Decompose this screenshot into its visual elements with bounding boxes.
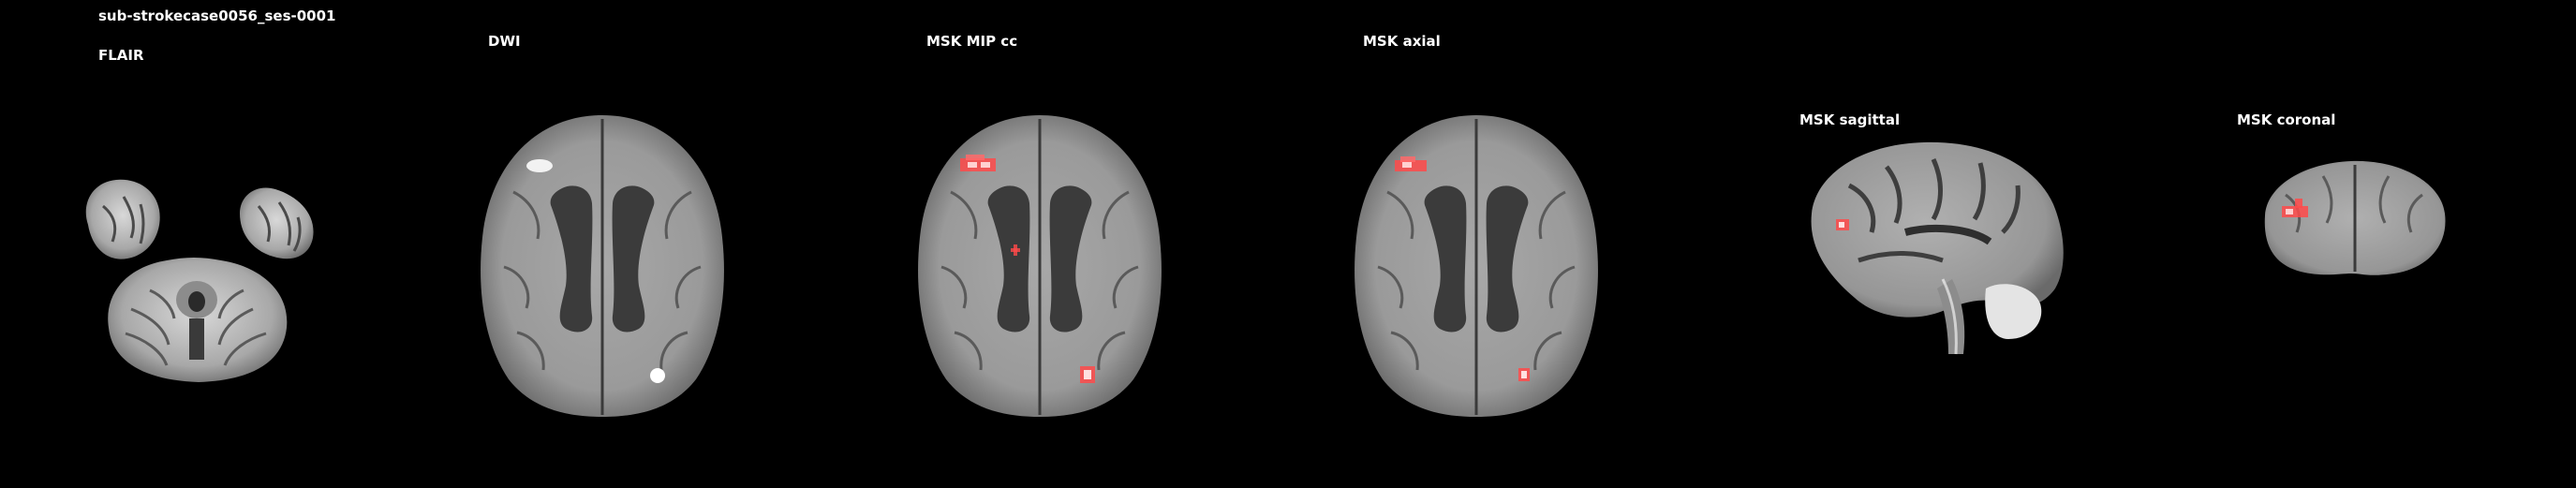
mask-axial-lesion-occipital [1518, 368, 1530, 381]
dwi-hyperintensity-occipital [650, 368, 665, 383]
panel-label-msk-axial: MSK axial [1363, 33, 1441, 50]
mask-sagittal-lesion [1836, 219, 1849, 230]
panel-label-flair: FLAIR [98, 47, 144, 64]
msk-sagittal-image [1811, 141, 2064, 355]
mask-lesion-frontal [960, 155, 996, 171]
dwi-left-ventricle [550, 185, 593, 333]
flair-left-temporal-lobe [85, 179, 160, 259]
panel-label-dwi: DWI [488, 33, 521, 50]
msk-mip-cc-image [918, 115, 1162, 417]
panel-label-msk-sagittal: MSK sagittal [1799, 111, 1901, 128]
dwi-image [481, 115, 724, 417]
mask-lesion-occipital [1080, 366, 1095, 383]
sagittal-cerebellum [1985, 284, 2042, 339]
panel-label-msk-mip-cc: MSK MIP cc [926, 33, 1018, 50]
msk-axial-image [1355, 115, 1598, 417]
mask-lesion-deep [1011, 244, 1020, 256]
msk-coronal-image [2264, 160, 2446, 275]
flair-right-temporal-lobe [240, 187, 314, 259]
dwi-hyperintensity-frontal [526, 159, 553, 172]
dwi-right-ventricle [612, 185, 655, 333]
subject-title: sub-strokecase0056_ses-0001 [98, 7, 336, 24]
mask-coronal-lesion [2282, 199, 2308, 217]
panel-label-msk-coronal: MSK coronal [2237, 111, 2336, 128]
mask-axial-lesion-frontal [1395, 156, 1427, 171]
flair-image [85, 179, 314, 382]
